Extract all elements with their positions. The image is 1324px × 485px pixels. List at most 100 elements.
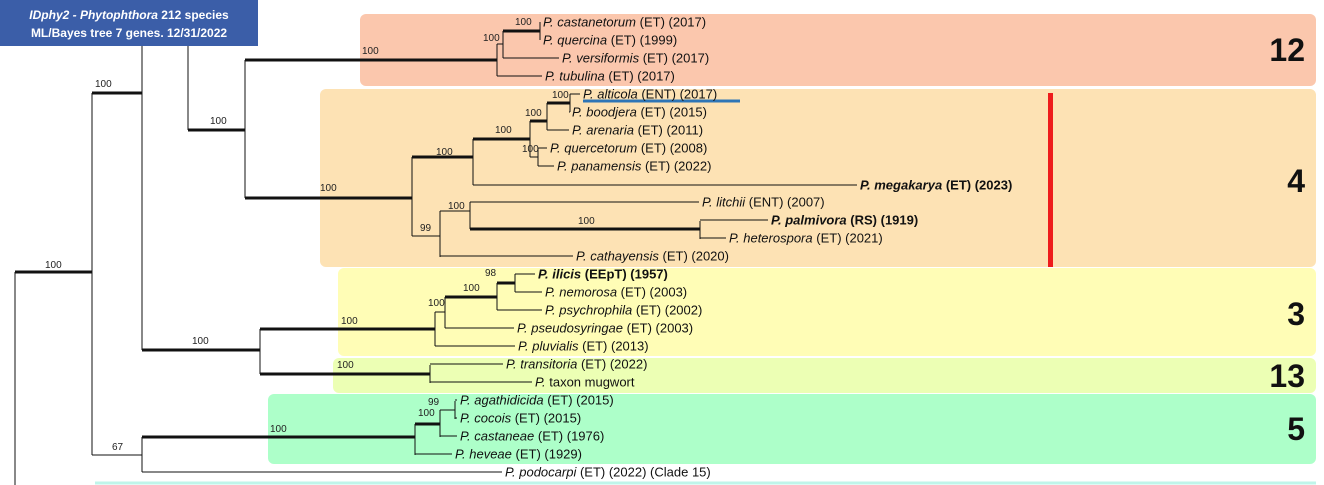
- leaf-label: P. boodjera (ET) (2015): [572, 105, 707, 120]
- leaf-label: P. palmivora (RS) (1919): [771, 213, 918, 228]
- species: transitoria: [520, 357, 577, 372]
- title-italic: IDphy2 - Phytophthora: [29, 8, 158, 22]
- status-year: (ET) (2021): [816, 231, 882, 246]
- leaf-label: P. quercina (ET) (1999): [543, 33, 677, 48]
- leaf-label: P. agathidicida (ET) (2015): [460, 393, 614, 408]
- status-year: (ET) (2013): [582, 339, 648, 354]
- leaf-label: P. arenaria (ET) (2011): [572, 123, 703, 138]
- status-year: (ET) (2022): [645, 159, 711, 174]
- genus: P.: [576, 249, 587, 264]
- status-year: (ET) (2003): [621, 285, 687, 300]
- species: alticola: [597, 87, 637, 102]
- clade-label: 13: [1269, 358, 1305, 394]
- species: heveae: [469, 447, 512, 462]
- species: castanetorum: [557, 15, 636, 30]
- status-year: (ET) (2015): [515, 411, 581, 426]
- species: tubulina: [559, 69, 605, 84]
- genus: P.: [557, 159, 568, 174]
- status-year: (ENT) (2007): [749, 195, 825, 210]
- clade-box: [338, 268, 1316, 356]
- title-line1: IDphy2 - Phytophthora 212 species: [29, 8, 229, 22]
- support-value: 100: [578, 216, 595, 227]
- species: cocois: [474, 411, 511, 426]
- leaf-label: P. psychrophila (ET) (2002): [545, 303, 702, 318]
- species: quercina: [557, 33, 607, 48]
- support-value: 100: [320, 183, 337, 194]
- status-year: (ET) (2011): [638, 123, 704, 138]
- support-value: 100: [270, 424, 287, 435]
- genus: P.: [538, 267, 549, 282]
- status-year: (ET) (1976): [538, 429, 604, 444]
- status-year: (ET) (2017): [643, 51, 709, 66]
- genus: P.: [702, 195, 713, 210]
- genus: P.: [460, 429, 471, 444]
- genus: P.: [506, 357, 517, 372]
- genus: P.: [572, 105, 583, 120]
- species: agathidicida: [474, 393, 543, 408]
- support-value: 100: [428, 298, 445, 309]
- red-marker: [1048, 93, 1053, 267]
- status-year: (ET) (2017): [640, 15, 706, 30]
- genus: P.: [545, 285, 556, 300]
- support-value: 100: [448, 201, 465, 212]
- genus: P.: [460, 411, 471, 426]
- leaf-label: P. tubulina (ET) (2017): [545, 69, 675, 84]
- status-year: (RS) (1919): [850, 213, 918, 228]
- genus: P.: [583, 87, 594, 102]
- leaf-label: P. versiformis (ET) (2017): [562, 51, 709, 66]
- clade-box: [360, 14, 1316, 86]
- genus: P.: [518, 339, 529, 354]
- status-year: (ET) (2003): [627, 321, 693, 336]
- species: panamensis: [570, 159, 642, 174]
- support-value: 99: [420, 223, 432, 234]
- species: ilicis: [552, 267, 581, 282]
- genus: P.: [543, 15, 554, 30]
- leaf-label: P. panamensis (ET) (2022): [557, 159, 711, 174]
- support-value: 100: [418, 408, 435, 419]
- genus: P.: [505, 465, 516, 480]
- species: pseudosyringae: [530, 321, 623, 336]
- status-year: (ET) (1929): [516, 447, 582, 462]
- species: cathayensis: [590, 249, 659, 264]
- genus: P.: [860, 178, 871, 193]
- species: heterospora: [743, 231, 812, 246]
- clade-label: 4: [1287, 163, 1305, 199]
- support-value: 100: [483, 33, 500, 44]
- support-value: 100: [463, 283, 480, 294]
- species: versiformis: [576, 51, 639, 66]
- leaf-label: P. castanetorum (ET) (2017): [543, 15, 706, 30]
- species: boodjera: [586, 105, 637, 120]
- species: podocarpi: [518, 465, 577, 480]
- status-year: (ET) (2023): [946, 178, 1012, 193]
- species: arenaria: [586, 123, 634, 138]
- title-rest: 212 species: [158, 8, 229, 22]
- genus: P.: [460, 393, 471, 408]
- leaf-label: P. cathayensis (ET) (2020): [576, 249, 729, 264]
- support-value: 100: [495, 125, 512, 136]
- species: palmivora: [784, 213, 846, 228]
- species: castaneae: [474, 429, 534, 444]
- support-value: 100: [515, 17, 532, 28]
- leaf-label: P. litchii (ENT) (2007): [702, 195, 825, 210]
- support-value: 100: [436, 147, 453, 158]
- support-value: 100: [362, 46, 379, 57]
- clade-box: [320, 89, 1316, 267]
- status-year: (ET) (2022) (Clade 15): [580, 465, 711, 480]
- species: megakarya: [874, 178, 942, 193]
- status-year: taxon mugwort: [549, 375, 635, 390]
- species: nemorosa: [559, 285, 617, 300]
- genus: P.: [517, 321, 528, 336]
- support-value: 98: [485, 268, 497, 279]
- genus: P.: [572, 123, 583, 138]
- title-box: [0, 0, 258, 46]
- genus: P.: [545, 69, 556, 84]
- clade-label: 12: [1269, 32, 1305, 68]
- genus: P.: [545, 303, 556, 318]
- clade-box: [333, 358, 1316, 393]
- leaf-label: P. heterospora (ET) (2021): [729, 231, 883, 246]
- leaf-label: P. quercetorum (ET) (2008): [550, 141, 707, 156]
- genus: P.: [455, 447, 466, 462]
- status-year: (ET) (2008): [641, 141, 707, 156]
- species: pluvialis: [531, 339, 579, 354]
